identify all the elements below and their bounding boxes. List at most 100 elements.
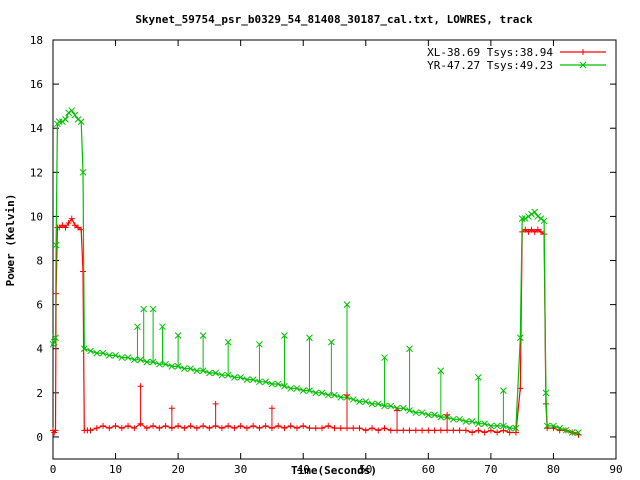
data-point bbox=[118, 354, 126, 361]
data-point bbox=[318, 425, 325, 432]
spike bbox=[174, 332, 182, 367]
data-point bbox=[106, 425, 113, 432]
data-point bbox=[528, 226, 535, 233]
data-point bbox=[568, 429, 576, 436]
data-point bbox=[469, 429, 476, 436]
data-point bbox=[531, 208, 539, 216]
data-point bbox=[300, 422, 307, 429]
data-point bbox=[325, 422, 332, 429]
spike-point bbox=[149, 305, 157, 313]
axes bbox=[52, 39, 617, 460]
data-point bbox=[59, 118, 66, 125]
data-point bbox=[187, 365, 194, 372]
data-point bbox=[68, 107, 76, 114]
data-point bbox=[450, 415, 457, 423]
data-point bbox=[337, 393, 345, 401]
x-tick-label: 20 bbox=[171, 463, 184, 476]
data-point bbox=[468, 418, 476, 425]
data-point bbox=[381, 425, 388, 432]
y-tick-label: 12 bbox=[30, 166, 43, 179]
data-point bbox=[437, 427, 444, 434]
x-tick-label: 10 bbox=[109, 463, 122, 476]
data-point bbox=[293, 425, 300, 432]
spike-point bbox=[168, 405, 175, 412]
data-point bbox=[318, 389, 326, 397]
data-point bbox=[534, 213, 542, 220]
data-point bbox=[362, 398, 370, 406]
spike bbox=[281, 332, 288, 387]
data-point bbox=[62, 224, 69, 231]
spike-point bbox=[444, 411, 451, 418]
data-point bbox=[74, 116, 82, 123]
data-point bbox=[206, 369, 213, 377]
data-point bbox=[506, 429, 513, 436]
data-point bbox=[399, 404, 407, 412]
spike bbox=[268, 405, 275, 429]
data-point bbox=[162, 360, 169, 368]
spike bbox=[328, 338, 335, 396]
data-point bbox=[356, 398, 363, 406]
spike-point bbox=[281, 332, 288, 339]
data-point bbox=[542, 389, 550, 397]
y-tick-label: 10 bbox=[30, 210, 43, 223]
data-point bbox=[487, 422, 495, 430]
series-line bbox=[52, 109, 579, 434]
data-point bbox=[77, 118, 85, 125]
spike-point bbox=[159, 323, 166, 331]
spike bbox=[159, 323, 166, 365]
data-point bbox=[187, 422, 194, 429]
data-point bbox=[231, 374, 238, 381]
y-tick-label: 2 bbox=[36, 387, 43, 400]
chart-title: Skynet_59754_psr_b0329_54_81408_30187_ca… bbox=[135, 13, 533, 26]
spike bbox=[475, 374, 482, 424]
data-point bbox=[150, 422, 157, 429]
data-point bbox=[506, 424, 514, 432]
data-point bbox=[337, 425, 344, 432]
spike-point bbox=[140, 305, 148, 313]
data-point bbox=[528, 210, 535, 218]
y-tick-label: 18 bbox=[30, 34, 43, 47]
data-point bbox=[312, 425, 319, 432]
data-point bbox=[431, 411, 438, 419]
data-point bbox=[52, 334, 59, 342]
spike-point bbox=[212, 400, 219, 407]
data-point bbox=[112, 351, 119, 359]
spike bbox=[199, 332, 207, 371]
spike-point bbox=[328, 338, 335, 346]
data-point bbox=[493, 422, 501, 430]
spike-point bbox=[224, 338, 232, 346]
y-tick-label: 6 bbox=[36, 299, 43, 312]
data-point bbox=[225, 422, 232, 429]
spike-point bbox=[306, 334, 313, 342]
data-point bbox=[80, 268, 87, 275]
spike bbox=[437, 367, 445, 418]
data-point bbox=[331, 425, 338, 432]
series-line bbox=[52, 217, 579, 436]
data-point bbox=[531, 228, 538, 235]
spike bbox=[168, 405, 175, 429]
x-tick-label: 80 bbox=[547, 463, 560, 476]
data-point bbox=[256, 378, 263, 386]
data-point bbox=[181, 365, 188, 372]
data-point bbox=[249, 376, 257, 383]
data-point bbox=[262, 378, 270, 386]
data-point bbox=[155, 360, 163, 368]
data-point bbox=[419, 427, 426, 434]
spike-point bbox=[134, 323, 141, 331]
x-tick-label: 30 bbox=[234, 463, 247, 476]
spike bbox=[149, 305, 157, 362]
data-point bbox=[299, 387, 307, 394]
data-point bbox=[218, 425, 225, 432]
data-point bbox=[287, 385, 295, 392]
data-point bbox=[543, 422, 551, 430]
data-point bbox=[218, 371, 226, 379]
series-1 bbox=[49, 107, 582, 436]
data-point bbox=[512, 424, 520, 432]
data-point bbox=[212, 369, 219, 377]
data-point bbox=[174, 363, 182, 370]
tick-labels: 0 10 20 30 40 50 60 70 80 90 0 2 4 6 8 10 12 14 16 18 bbox=[30, 34, 623, 476]
data-point bbox=[162, 422, 169, 429]
spike-point bbox=[475, 374, 482, 381]
data-point bbox=[68, 215, 75, 222]
